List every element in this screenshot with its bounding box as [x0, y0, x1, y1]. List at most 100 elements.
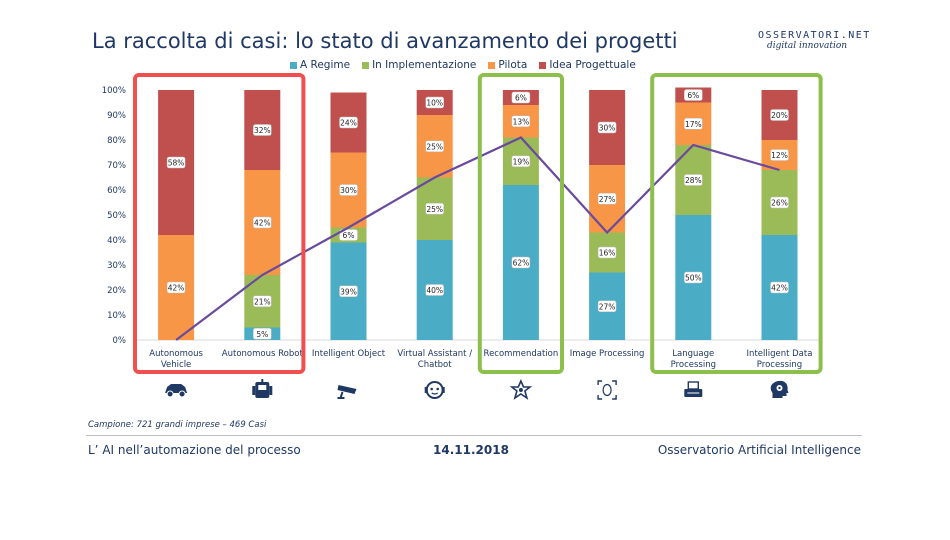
legend-swatch	[362, 61, 370, 69]
logo-line1: OSSERVATORI.NET	[758, 30, 871, 41]
data-label: 25%	[426, 142, 443, 151]
data-label: 6%	[515, 94, 527, 103]
legend-label: In Implementazione	[372, 59, 477, 71]
face-scan-icon	[597, 380, 617, 400]
footer-divider	[86, 435, 862, 436]
highlight-box	[477, 73, 564, 374]
legend-label: Pilota	[498, 59, 528, 71]
y-tick-label: 10%	[107, 311, 126, 321]
data-label: 12%	[771, 151, 788, 160]
legend-label: A Regime	[300, 59, 351, 71]
data-label-box	[511, 91, 531, 104]
data-label-box	[684, 118, 703, 130]
category-label: Autonomous Vehicle	[149, 349, 203, 370]
data-label: 6%	[343, 231, 355, 240]
data-label: 42%	[254, 219, 271, 228]
data-label: 16%	[599, 249, 616, 258]
sample-note: Campione: 721 grandi imprese – 469 Casi	[88, 420, 267, 430]
data-label-box	[684, 174, 703, 186]
data-label: 30%	[340, 186, 357, 195]
category-label: Language Processing	[671, 349, 716, 370]
data-label-box	[339, 184, 358, 196]
data-label-box	[425, 96, 444, 109]
y-tick-label: 60%	[107, 186, 126, 196]
legend-item-3: Idea Progettuale	[539, 58, 636, 72]
chart-legend: A Regime In Implementazione Pilota Idea Pro…	[290, 58, 636, 72]
category-label: Autonomous Robot	[222, 349, 304, 359]
data-label-box	[166, 281, 186, 294]
data-label: 28%	[685, 176, 702, 185]
car-icon	[165, 384, 188, 398]
data-label-box	[597, 246, 617, 259]
page-title: La raccolta di casi: lo stato di avanzam…	[92, 29, 678, 53]
data-label-box	[253, 328, 272, 340]
data-label: 42%	[771, 284, 788, 293]
data-label: 27%	[599, 195, 616, 204]
legend-item-0: A Regime	[290, 58, 350, 72]
data-label-box	[597, 193, 617, 205]
y-tick-label: 40%	[107, 236, 126, 246]
highlight-box	[650, 73, 823, 374]
data-label-box	[425, 203, 444, 215]
data-label-box	[684, 271, 703, 284]
logo-line2: digital innovation	[767, 41, 848, 51]
data-label-box	[339, 229, 358, 241]
data-label-box	[425, 140, 444, 152]
data-label: 42%	[168, 284, 185, 293]
category-label: Recommendation	[484, 349, 559, 359]
data-label-box	[339, 285, 358, 297]
data-label-box	[511, 256, 531, 269]
y-tick-label: 20%	[107, 286, 126, 296]
footer-left: L’ AI nell’automazione del processo	[88, 443, 301, 457]
chatbot-face-icon	[424, 381, 445, 399]
category-label: Intelligent Data Processing	[747, 349, 813, 370]
data-label-box	[770, 196, 789, 209]
robot-icon	[252, 379, 273, 398]
footer-date: 14.11.2018	[433, 443, 509, 457]
data-label: 24%	[340, 119, 357, 128]
y-tick-label: 100%	[102, 86, 126, 96]
data-label-box	[253, 124, 272, 136]
data-label-box	[511, 115, 531, 127]
data-label: 58%	[168, 159, 185, 168]
legend-item-2: Pilota	[488, 58, 527, 72]
data-label: 25%	[426, 205, 443, 214]
data-label: 27%	[599, 302, 616, 311]
y-tick-label: 90%	[107, 111, 126, 121]
footer-right: Osservatorio Artificial Intelligence	[657, 443, 861, 457]
star-badge-icon	[509, 378, 533, 400]
data-label-box	[166, 156, 186, 169]
category-label: Virtual Assistant / Chatbot	[397, 349, 472, 370]
data-label: 17%	[685, 120, 702, 129]
data-label: 10%	[426, 99, 443, 108]
data-label: 62%	[513, 259, 530, 268]
head-gear-icon	[770, 380, 789, 398]
y-tick-label: 0%	[113, 336, 127, 346]
legend-item-1: In Implementazione	[362, 58, 476, 72]
data-label-box	[770, 149, 789, 161]
data-label-box	[253, 216, 272, 229]
data-label: 50%	[685, 274, 702, 283]
typewriter-icon	[684, 381, 703, 397]
data-label: 5%	[256, 330, 268, 339]
legend-swatch	[488, 61, 496, 69]
legend-swatch	[290, 61, 297, 69]
data-label: 39%	[340, 287, 357, 296]
data-label-box	[684, 89, 703, 101]
data-label-box	[511, 155, 531, 167]
data-label-box	[770, 109, 789, 121]
data-label: 20%	[771, 111, 788, 120]
observatori-logo: OSSERVATORI.NET digital innovation	[758, 30, 871, 56]
cctv-camera-icon	[337, 385, 357, 399]
data-label: 40%	[426, 286, 443, 295]
category-label: Intelligent Object	[312, 349, 386, 359]
data-label: 13%	[513, 117, 530, 126]
data-label: 21%	[254, 297, 271, 306]
legend-swatch	[539, 61, 547, 69]
legend-label: Idea Progettuale	[549, 59, 636, 71]
data-label-box	[253, 295, 272, 307]
highlight-box	[133, 73, 306, 374]
data-label: 30%	[599, 124, 616, 133]
y-tick-label: 80%	[107, 136, 126, 146]
category-label: Image Processing	[570, 349, 645, 359]
